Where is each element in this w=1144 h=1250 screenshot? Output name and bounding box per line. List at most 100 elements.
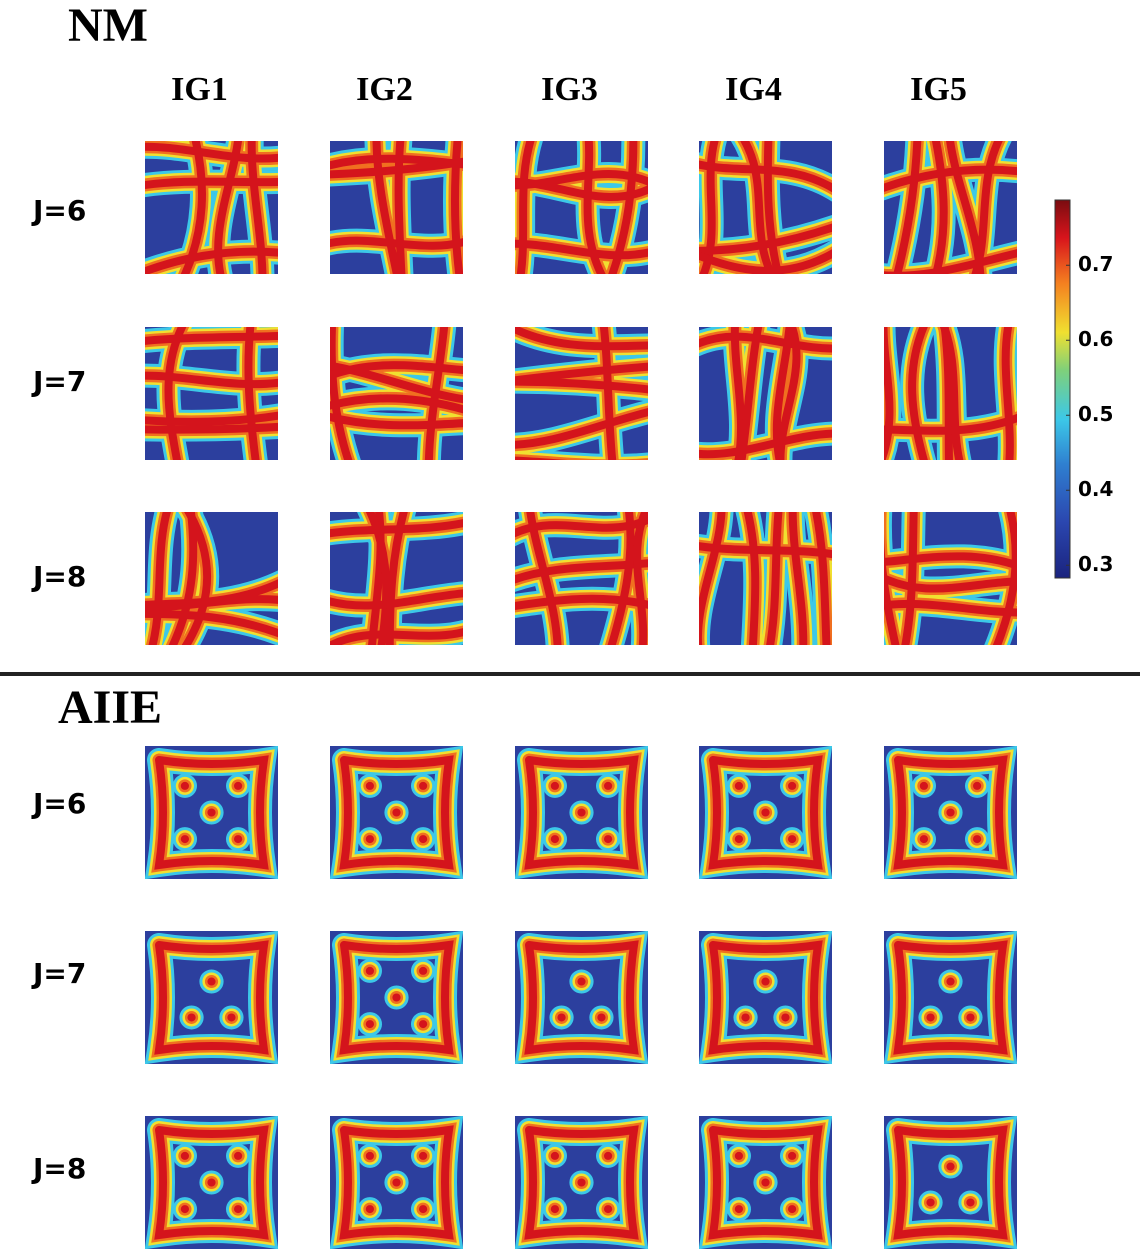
colorbar-tick-label: 0.5 xyxy=(1078,402,1113,426)
stripe xyxy=(908,327,928,460)
stripe xyxy=(699,512,726,645)
pattern-panel xyxy=(145,1116,278,1249)
stripe xyxy=(740,141,776,274)
row-label: J=7 xyxy=(31,365,86,398)
pattern-panel xyxy=(515,1116,648,1249)
pattern-panel xyxy=(145,512,278,645)
stripe xyxy=(450,141,463,274)
stripe xyxy=(939,327,964,460)
pattern-panel xyxy=(330,327,463,460)
stripe xyxy=(145,371,278,389)
stripe xyxy=(148,512,171,645)
stripe xyxy=(515,377,648,394)
pattern-panel xyxy=(145,141,278,274)
stripe xyxy=(884,552,1017,570)
stripe xyxy=(699,141,719,274)
stripe xyxy=(339,1125,454,1240)
stripe xyxy=(884,165,1017,192)
stripe xyxy=(893,141,922,274)
stripe xyxy=(181,512,212,645)
stripe xyxy=(884,573,1017,593)
stripe xyxy=(154,940,269,1055)
pattern-panel xyxy=(699,512,832,645)
stripe xyxy=(524,940,639,1055)
pattern-panel xyxy=(699,931,832,1064)
stripe xyxy=(884,512,900,645)
stripe xyxy=(372,141,401,274)
stripe xyxy=(145,609,278,638)
pattern-panel xyxy=(515,141,648,274)
stripe xyxy=(145,142,278,163)
stripe xyxy=(145,422,278,434)
stripe xyxy=(583,141,606,274)
pattern-panel xyxy=(699,746,832,879)
stripe xyxy=(330,394,463,414)
pattern-panel xyxy=(884,1116,1017,1249)
pattern-panel xyxy=(145,931,278,1064)
pattern-panel xyxy=(145,746,278,879)
stripe xyxy=(608,141,638,274)
stripe xyxy=(154,755,269,870)
stripe xyxy=(992,512,1017,645)
pattern-panel xyxy=(699,1116,832,1249)
stripe xyxy=(244,327,260,460)
stripe xyxy=(699,223,832,255)
stripe xyxy=(154,1125,269,1240)
pattern-panel xyxy=(515,931,648,1064)
stripe xyxy=(339,940,454,1055)
row-label: J=8 xyxy=(31,1152,86,1185)
column-label: IG1 xyxy=(171,71,228,108)
pattern-panel xyxy=(884,512,1017,645)
pattern-panel xyxy=(330,931,463,1064)
stripe xyxy=(330,361,463,380)
stripe xyxy=(214,141,243,274)
stripe xyxy=(330,412,463,430)
stripe xyxy=(330,628,463,645)
row-label: J=7 xyxy=(31,957,86,990)
column-label: IG5 xyxy=(910,71,967,108)
stripe xyxy=(607,512,635,645)
pattern-panel xyxy=(884,327,1017,460)
stripe xyxy=(330,327,353,460)
stripe xyxy=(893,940,1008,1055)
stripe xyxy=(247,141,267,274)
stripe xyxy=(743,512,760,645)
colorbar-tick-label: 0.4 xyxy=(1078,477,1113,501)
stripe xyxy=(515,327,648,351)
pattern-panel xyxy=(884,141,1017,274)
stripe xyxy=(515,239,648,260)
stripe xyxy=(884,327,894,460)
stripe xyxy=(516,141,535,274)
pattern-panel xyxy=(699,327,832,460)
row-label: J=8 xyxy=(31,560,86,593)
column-label: IG3 xyxy=(541,71,598,108)
stripe xyxy=(515,451,648,460)
stripe xyxy=(145,247,278,274)
stripe xyxy=(515,448,648,460)
stripe xyxy=(515,456,568,460)
stripe xyxy=(424,327,449,460)
stripe xyxy=(524,755,639,870)
stripe xyxy=(776,327,801,460)
stripe xyxy=(699,332,832,353)
pattern-panel xyxy=(884,746,1017,879)
stripe xyxy=(812,512,831,645)
pattern-panel xyxy=(330,1116,463,1249)
stripe xyxy=(164,327,187,460)
stripe xyxy=(145,411,278,426)
stripe xyxy=(145,595,278,612)
stripe xyxy=(699,249,832,274)
colorbar-tick-label: 0.7 xyxy=(1078,252,1113,276)
stripe xyxy=(893,755,1008,870)
stripe xyxy=(394,141,406,274)
stripe xyxy=(1001,327,1014,460)
section-title: NM xyxy=(68,0,148,52)
stripe xyxy=(884,249,1017,274)
row-label: J=6 xyxy=(31,194,86,227)
pattern-panel xyxy=(330,746,463,879)
stripe xyxy=(633,512,648,645)
stripe xyxy=(763,141,783,274)
pattern-panel xyxy=(145,327,278,460)
stripe xyxy=(339,755,454,870)
pattern-panel xyxy=(884,931,1017,1064)
